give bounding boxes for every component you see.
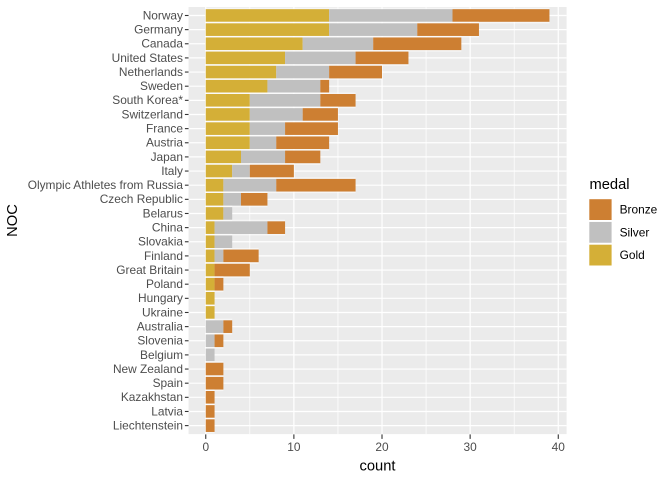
- svg-text:Germany: Germany: [134, 23, 183, 37]
- svg-text:Silver: Silver: [620, 225, 650, 239]
- svg-text:Kazakhstan: Kazakhstan: [121, 390, 183, 404]
- svg-text:Netherlands: Netherlands: [119, 65, 183, 79]
- svg-text:Switzerland: Switzerland: [122, 107, 183, 121]
- svg-text:Poland: Poland: [146, 277, 183, 291]
- svg-text:Italy: Italy: [161, 164, 183, 178]
- svg-text:Japan: Japan: [151, 150, 183, 164]
- svg-text:United States: United States: [112, 51, 183, 65]
- svg-text:Sweden: Sweden: [140, 79, 183, 93]
- svg-text:0: 0: [202, 440, 209, 454]
- svg-text:20: 20: [375, 440, 389, 454]
- svg-text:Australia: Australia: [137, 320, 184, 334]
- svg-text:South Korea*: South Korea*: [112, 93, 183, 107]
- svg-text:Hungary: Hungary: [138, 291, 183, 305]
- svg-text:Austria: Austria: [146, 136, 183, 150]
- svg-text:Czech Republic: Czech Republic: [100, 192, 183, 206]
- svg-text:Great Britain: Great Britain: [116, 263, 183, 277]
- svg-text:Liechtenstein: Liechtenstein: [113, 419, 183, 433]
- svg-text:Olympic Athletes from Russia: Olympic Athletes from Russia: [28, 178, 184, 192]
- svg-text:France: France: [146, 122, 183, 136]
- svg-text:NOC: NOC: [5, 204, 21, 237]
- svg-text:Slovakia: Slovakia: [138, 235, 183, 249]
- svg-text:10: 10: [287, 440, 301, 454]
- svg-text:40: 40: [552, 440, 566, 454]
- svg-text:medal: medal: [590, 177, 630, 193]
- svg-text:Finland: Finland: [144, 249, 183, 263]
- svg-text:count: count: [360, 458, 396, 474]
- svg-text:China: China: [152, 221, 183, 235]
- svg-text:Belgium: Belgium: [140, 348, 183, 362]
- svg-text:New Zealand: New Zealand: [113, 362, 183, 376]
- svg-text:Slovenia: Slovenia: [137, 334, 183, 348]
- svg-text:30: 30: [464, 440, 478, 454]
- svg-text:Ukraine: Ukraine: [142, 305, 183, 319]
- svg-text:Canada: Canada: [141, 37, 183, 51]
- svg-text:Bronze: Bronze: [620, 203, 658, 217]
- svg-text:Spain: Spain: [153, 376, 183, 390]
- svg-text:Latvia: Latvia: [151, 404, 183, 418]
- svg-text:Gold: Gold: [620, 248, 645, 262]
- svg-text:Belarus: Belarus: [143, 206, 183, 220]
- svg-text:Norway: Norway: [143, 8, 183, 22]
